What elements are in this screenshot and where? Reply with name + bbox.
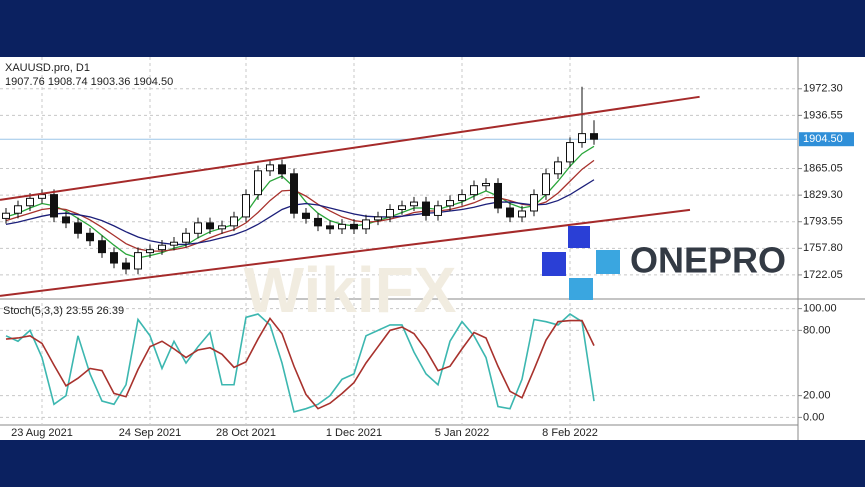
candle-body <box>302 212 310 219</box>
candle-body <box>446 200 454 207</box>
candle-body <box>170 241 178 246</box>
candle-body <box>146 249 154 254</box>
candle-body <box>218 225 226 230</box>
candle-body <box>74 222 82 234</box>
logo-mark <box>542 252 566 276</box>
y-tick-label: 80.00 <box>803 324 831 336</box>
logo: ONEPRO <box>542 226 786 300</box>
candle-body <box>62 216 70 224</box>
y-tick-label: 100.00 <box>803 303 837 315</box>
y-tick-label: 1829.30 <box>803 189 843 201</box>
x-tick-label: 1 Dec 2021 <box>326 427 382 439</box>
top-band <box>0 0 865 57</box>
channel-line <box>0 95 700 201</box>
y-tick-label: 1722.05 <box>803 269 843 281</box>
x-tick-label: 8 Feb 2022 <box>542 427 598 439</box>
logo-mark <box>568 226 590 248</box>
y-tick-label: 1757.80 <box>803 242 843 254</box>
candle-body <box>122 262 130 270</box>
candle-body <box>590 133 598 140</box>
logo-text: ONEPRO <box>630 240 786 281</box>
indicator-title: Stoch(5,3,3) 23.55 26.39 <box>3 305 124 317</box>
candle-body <box>314 217 322 227</box>
candle-body <box>134 252 142 270</box>
y-tick-label: 1793.55 <box>803 216 843 228</box>
candle-body <box>158 244 166 251</box>
candle-body <box>14 205 22 214</box>
candle-body <box>38 194 46 199</box>
candle-body <box>374 216 382 221</box>
candle-body <box>362 219 370 230</box>
candle-body <box>530 194 538 212</box>
candle-body <box>50 194 58 218</box>
logo-mark <box>569 278 593 300</box>
ohlc: 1907.76 1908.74 1903.36 1904.50 <box>5 76 173 88</box>
candle-body <box>554 161 562 175</box>
candle-body <box>2 212 10 219</box>
candle-body <box>506 207 514 218</box>
last-price-label: 1904.50 <box>803 133 843 145</box>
logo-mark <box>596 250 620 274</box>
candle-body <box>518 210 526 218</box>
x-tick-label: 5 Jan 2022 <box>435 427 489 439</box>
candle-body <box>98 240 106 254</box>
candle-body <box>26 197 34 207</box>
x-tick-label: 24 Sep 2021 <box>119 427 181 439</box>
candle-body <box>434 205 442 216</box>
candle-body <box>422 201 430 216</box>
stochastic-line <box>5 316 595 410</box>
channel-line <box>0 208 691 297</box>
candle-body <box>410 201 418 207</box>
candle-body <box>398 205 406 210</box>
candle-body <box>566 142 574 163</box>
candle-body <box>278 164 286 175</box>
stochastic-line <box>5 313 595 413</box>
candle-body <box>470 185 478 196</box>
candle-body <box>242 194 250 218</box>
candle-body <box>542 173 550 196</box>
y-tick-label: 1936.55 <box>803 109 843 121</box>
watermark: WikiFX <box>244 254 457 326</box>
y-tick-label: 1972.30 <box>803 83 843 95</box>
symbol: XAUUSD.pro, D1 <box>5 62 90 74</box>
x-tick-label: 28 Oct 2021 <box>216 427 276 439</box>
y-tick-label: 20.00 <box>803 390 831 402</box>
candle-body <box>230 216 238 227</box>
candle-body <box>494 182 502 209</box>
candle-body <box>206 222 214 230</box>
candle-body <box>386 208 394 218</box>
y-tick-label: 1865.05 <box>803 162 843 174</box>
candle-body <box>578 133 586 144</box>
x-tick-label: 23 Aug 2021 <box>11 427 73 439</box>
candle-body <box>338 223 346 230</box>
candle-body <box>266 164 274 172</box>
candle-body <box>254 170 262 196</box>
candle-body <box>86 232 94 242</box>
candle-body <box>482 182 490 187</box>
candle-body <box>194 222 202 234</box>
candle-body <box>110 252 118 264</box>
y-tick-label: 0.00 <box>803 411 824 423</box>
bottom-band <box>0 440 865 487</box>
candle-body <box>326 225 334 230</box>
candle-body <box>458 194 466 202</box>
candle-body <box>182 232 190 243</box>
last-price-box <box>799 132 854 147</box>
candle-body <box>290 173 298 214</box>
candle-body <box>350 223 358 230</box>
